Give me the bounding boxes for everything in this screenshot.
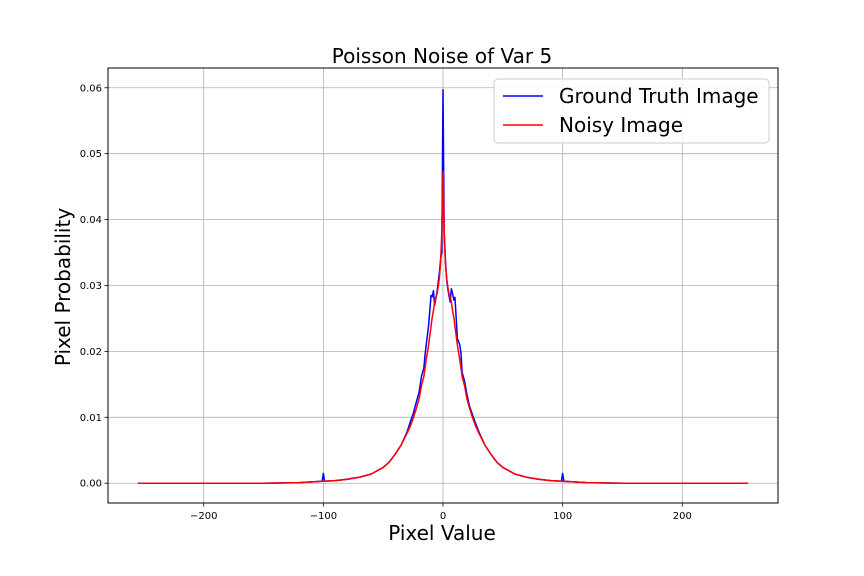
y-tick-label: 0.04 — [80, 215, 102, 226]
legend-label-noisy: Noisy Image — [559, 113, 683, 137]
legend-label-ground-truth: Ground Truth Image — [559, 84, 759, 108]
y-tick-label: 0.02 — [80, 347, 102, 358]
chart-title: Poisson Noise of Var 5 — [332, 44, 552, 68]
x-axis-ticks: −200 −100 0 100 200 — [190, 503, 692, 522]
series-layer — [137, 89, 749, 484]
y-tick-label: 0.01 — [80, 413, 102, 424]
y-tick-label: 0.06 — [80, 83, 102, 94]
y-tick-label: 0.00 — [80, 479, 102, 490]
y-axis-label: Pixel Probability — [51, 208, 75, 367]
x-tick-label: 0 — [440, 511, 446, 522]
y-axis-ticks: 0.00 0.01 0.02 0.03 0.04 0.05 0.06 — [80, 83, 108, 490]
x-tick-label: 100 — [553, 511, 572, 522]
y-tick-label: 0.05 — [80, 149, 102, 160]
series-line-noisy — [137, 170, 749, 484]
legend: Ground Truth Image Noisy Image — [493, 78, 770, 144]
x-tick-label: −200 — [190, 511, 217, 522]
x-tick-label: −100 — [310, 511, 337, 522]
x-tick-label: 200 — [673, 511, 692, 522]
x-axis-label: Pixel Value — [388, 521, 496, 545]
y-tick-label: 0.03 — [80, 281, 102, 292]
legend-box — [493, 78, 770, 144]
